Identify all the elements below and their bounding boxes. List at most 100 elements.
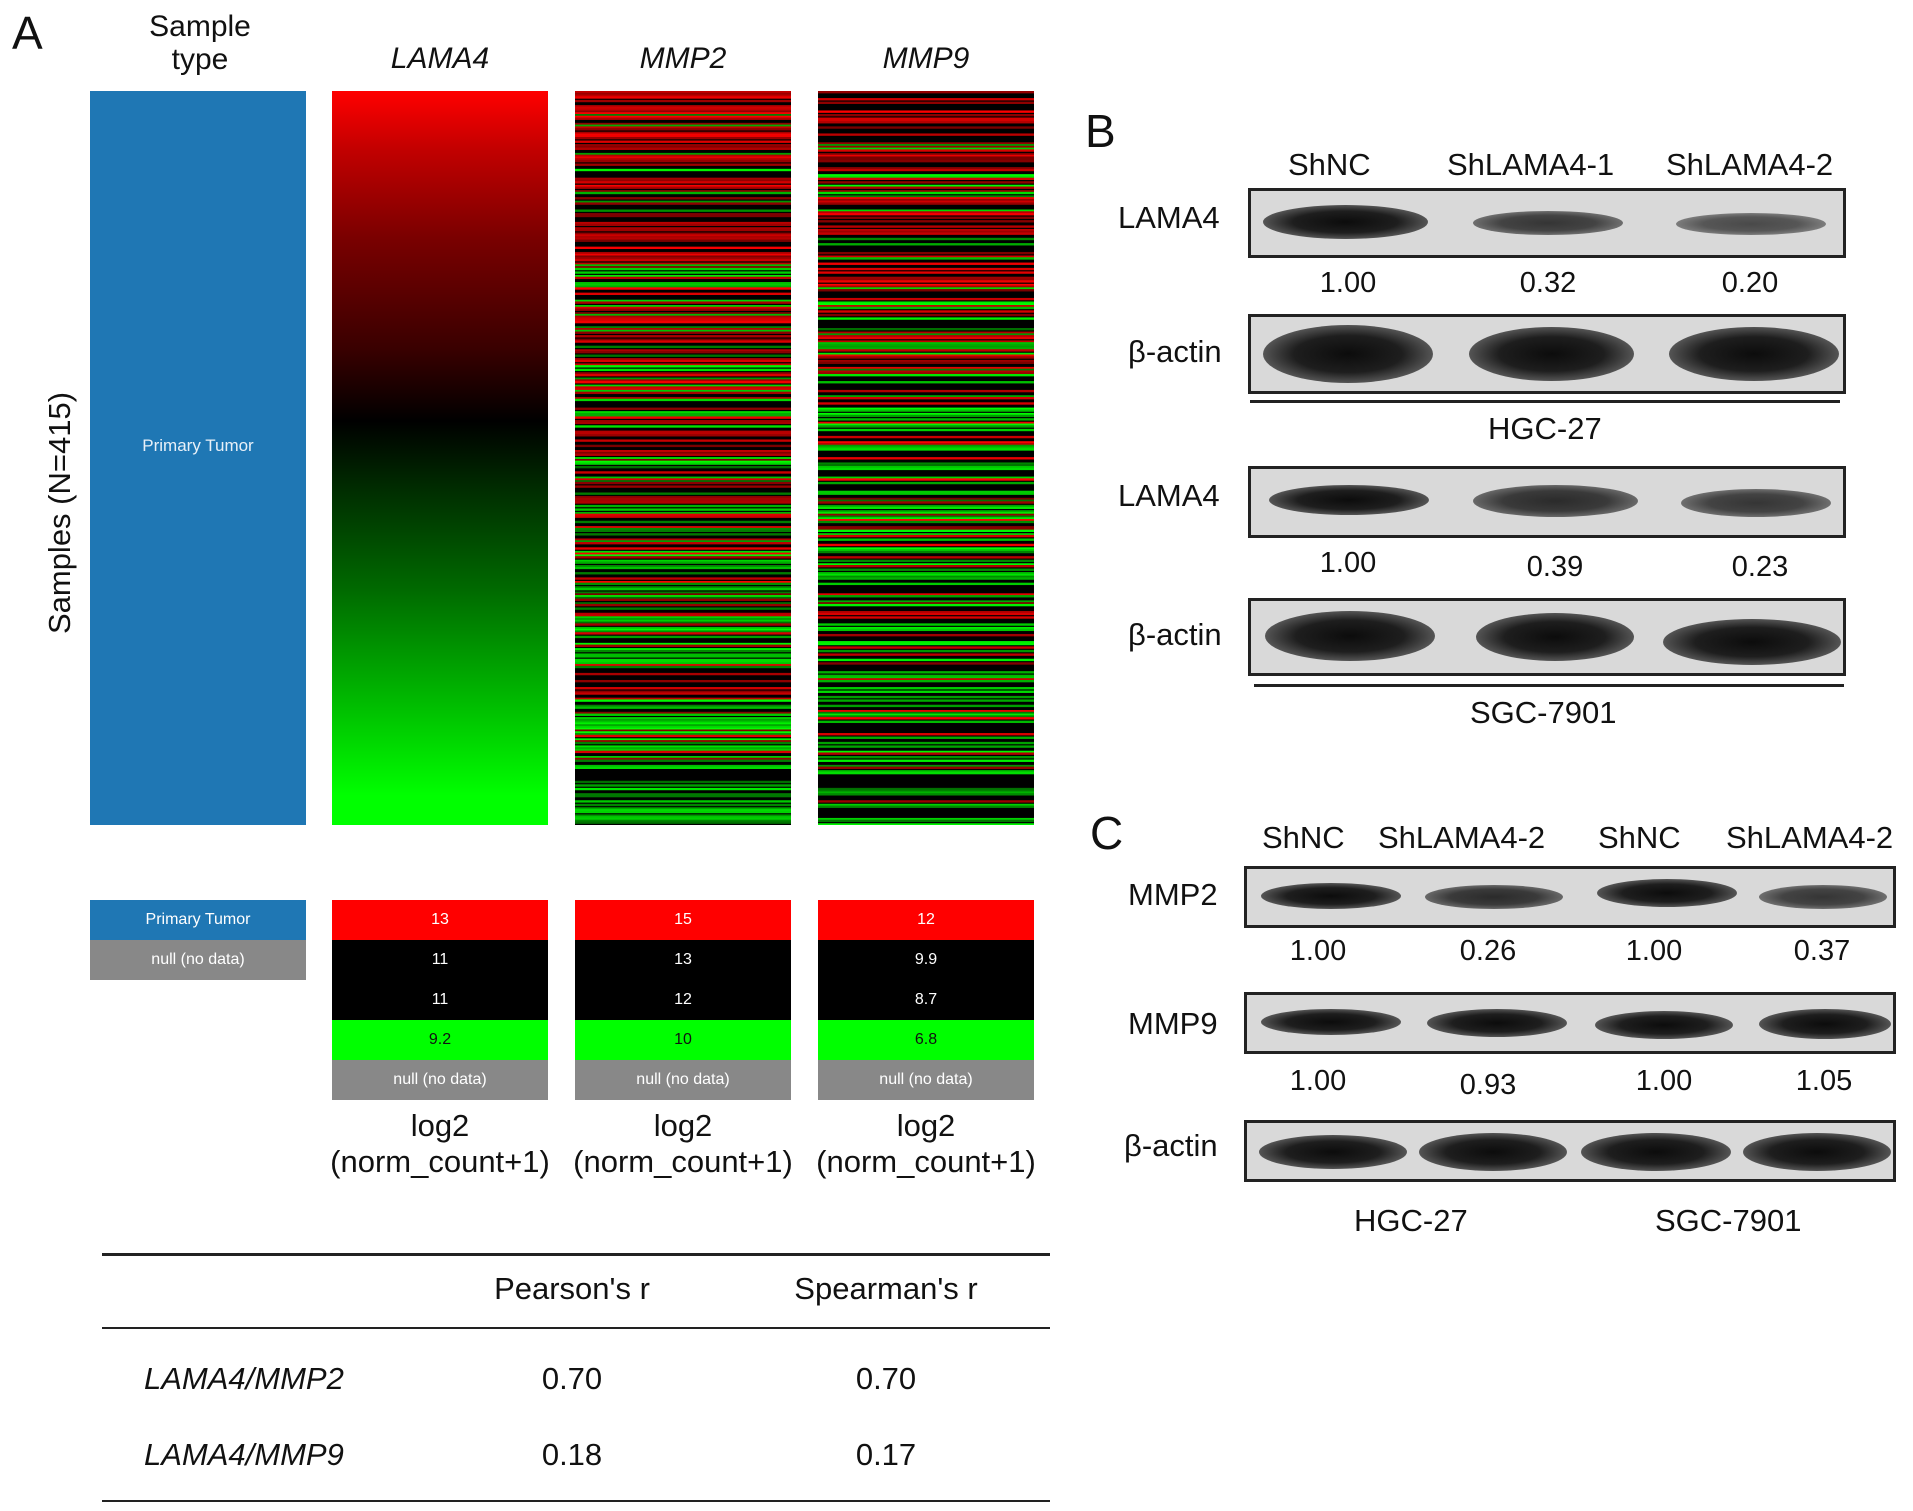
heatmap-stripe <box>575 687 791 690</box>
corr-pair: LAMA4/MMP9 <box>144 1437 344 1472</box>
heatmap-stripe <box>818 547 1034 550</box>
heatmap-stripe <box>818 414 1034 418</box>
heatmap-stripe <box>575 800 791 803</box>
heatmap-stripe <box>575 653 791 656</box>
heatmap-stripe <box>575 572 791 575</box>
heatmap-stripe <box>575 504 791 508</box>
heatmap-stripe <box>818 519 1034 522</box>
lama4-unit-line2: (norm_count+1) <box>330 1143 550 1179</box>
heatmap-stripe <box>575 124 791 127</box>
heatmap-stripe <box>575 649 791 653</box>
heatmap-stripe <box>818 766 1034 769</box>
heatmap-stripe <box>575 411 791 414</box>
heatmap-stripe <box>575 251 791 255</box>
heatmap-stripe <box>575 458 791 462</box>
heatmap-stripe <box>575 614 791 617</box>
heatmap-stripe <box>575 577 791 580</box>
heatmap-stripe <box>818 476 1034 479</box>
heatmap-stripe <box>575 619 791 623</box>
heatmap-stripe <box>818 770 1034 773</box>
heatmap-stripe <box>818 190 1034 193</box>
heatmap-stripe <box>575 237 791 241</box>
heatmap-stripe <box>818 191 1034 195</box>
heatmap-stripe <box>818 220 1034 223</box>
heatmap-stripe <box>575 223 791 227</box>
heatmap-stripe <box>575 152 791 156</box>
heatmap-stripe <box>575 202 791 205</box>
heatmap-stripe <box>818 197 1034 200</box>
heatmap-stripe <box>575 565 791 568</box>
heatmap-stripe <box>575 228 791 232</box>
lama4-unit-label: log2 (norm_count+1) <box>315 1108 565 1179</box>
heatmap-stripe <box>575 271 791 274</box>
heatmap-stripe <box>818 490 1034 494</box>
heatmap-stripe <box>575 780 791 784</box>
heatmap-stripe <box>818 534 1034 538</box>
heatmap-stripe <box>818 504 1034 508</box>
heatmap-stripe <box>575 105 791 108</box>
heatmap-stripe <box>818 756 1034 759</box>
heatmap-stripe <box>818 435 1034 439</box>
heatmap-stripe <box>575 672 791 676</box>
heatmap-stripe <box>575 492 791 495</box>
heatmap-stripe <box>575 349 791 352</box>
heatmap-stripe <box>575 819 791 823</box>
heatmap-stripe <box>575 644 791 647</box>
heatmap-stripe <box>575 529 791 532</box>
heatmap-stripe <box>818 216 1034 219</box>
heatmap-stripe <box>575 450 791 453</box>
heatmap-stripe <box>818 448 1034 451</box>
heatmap-stripe <box>818 354 1034 357</box>
heatmap-stripe <box>575 92 791 96</box>
heatmap-stripe <box>575 724 791 727</box>
heatmap-stripe <box>818 251 1034 255</box>
panel-c-mmp9-label: MMP9 <box>1128 1006 1218 1041</box>
heatmap-stripe <box>818 237 1034 241</box>
correlation-header-row: Pearson's r Spearman's r <box>102 1253 1050 1329</box>
heatmap-stripe <box>818 267 1034 271</box>
panel-c-mmp2-blot <box>1244 866 1896 928</box>
heatmap-stripe <box>575 727 791 731</box>
mmp9-unit-line2: (norm_count+1) <box>816 1143 1036 1179</box>
heatmap-stripe <box>818 679 1034 683</box>
panel-b-sgc-lama4-value-3: 0.23 <box>1731 551 1789 583</box>
heatmap-stripe <box>575 731 791 734</box>
heatmap-stripe <box>575 547 791 550</box>
panel-c-mmp2-value-1: 1.00 <box>1289 935 1347 967</box>
heatmap-stripe <box>575 662 791 665</box>
panel-a-letter: A <box>12 7 43 59</box>
heatmap-stripe <box>818 342 1034 345</box>
heatmap-stripe <box>575 117 791 120</box>
heatmap-stripe <box>818 817 1034 821</box>
heatmap-stripe <box>575 267 791 271</box>
heatmap-stripe <box>575 618 791 621</box>
heatmap-stripe <box>575 750 791 754</box>
heatmap-stripe <box>818 823 1034 825</box>
heatmap-stripe <box>575 679 791 683</box>
heatmap-stripe <box>818 457 1034 460</box>
heatmap-stripe <box>575 96 791 99</box>
heatmap-stripe <box>818 168 1034 172</box>
heatmap-stripe <box>818 336 1034 340</box>
heatmap-stripe <box>575 381 791 384</box>
heatmap-stripe <box>575 158 791 161</box>
heatmap-stripe <box>575 384 791 387</box>
heatmap-stripe <box>575 184 791 188</box>
panel-c-actin-blot <box>1244 1120 1896 1182</box>
heatmap-stripe <box>818 527 1034 531</box>
heatmap-stripe <box>575 793 791 796</box>
heatmap-stripe <box>818 626 1034 630</box>
heatmap-stripe <box>575 108 791 112</box>
mmp2-legend-low: 10 <box>575 1020 791 1060</box>
panel-b-sgc-cell-line: SGC-7901 <box>1470 695 1617 730</box>
heatmap-stripe <box>575 729 791 732</box>
heatmap-stripe <box>818 91 1034 94</box>
heatmap-stripe <box>575 817 791 821</box>
panel-b-lane-1: ShNC <box>1288 147 1371 182</box>
panel-b-sgc-actin-blot <box>1248 598 1846 676</box>
heatmap-stripe <box>818 517 1034 520</box>
heatmap-stripe <box>575 232 791 235</box>
table-row: LAMA4/MMP2 0.70 0.70 <box>102 1328 1050 1417</box>
heatmap-stripe <box>575 803 791 807</box>
heatmap-stripe <box>575 764 791 768</box>
